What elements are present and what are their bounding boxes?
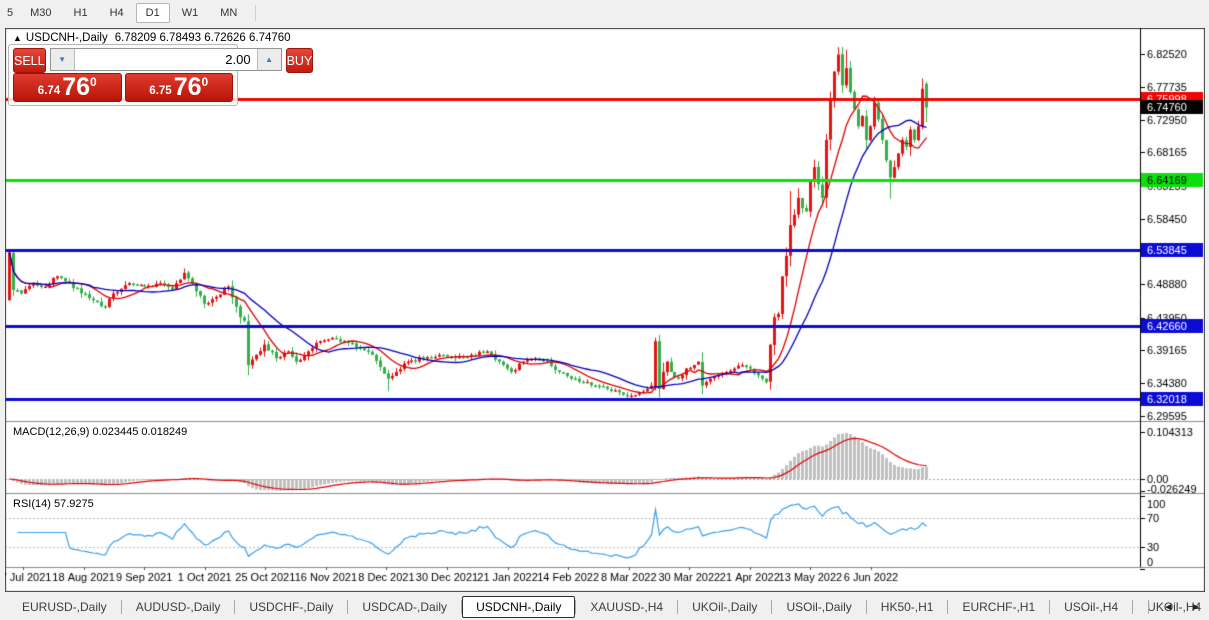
- tab-divider: [461, 600, 463, 614]
- instrument-tab-audusd-daily[interactable]: AUDUSD-,Daily: [135, 600, 221, 614]
- timeframe-button-d1[interactable]: D1: [135, 3, 170, 23]
- macd-indicator-label: MACD(12,26,9) 0.023445 0.018249: [13, 426, 188, 438]
- tab-divider: [865, 600, 867, 614]
- chart-canvas[interactable]: [5, 28, 1205, 592]
- tab-divider: [347, 600, 349, 614]
- timeframe-button-5[interactable]: 5: [7, 7, 14, 19]
- instrument-tab-ukoil-h4[interactable]: UKOil-,H4: [1147, 600, 1202, 614]
- chart-window: ▲ USDCNH-,Daily 6.78209 6.78493 6.72626 6.…: [5, 28, 1205, 592]
- tab-divider: [947, 600, 949, 614]
- sell-button[interactable]: SELL: [13, 48, 46, 73]
- tab-divider: [771, 600, 773, 614]
- instrument-tab-usdcnh-daily[interactable]: USDCNH-,Daily: [462, 596, 576, 618]
- instrument-tabbar: EURUSD-,Daily AUDUSD-,Daily USDCHF-,Daily U…: [0, 594, 1209, 620]
- sell-price-point: 0: [90, 75, 97, 89]
- instrument-tab-usoil-daily[interactable]: USOil-,Daily: [786, 600, 852, 614]
- timeframe-toolbar: 5 M30 H1 H4 D1 W1 MN: [0, 0, 1209, 26]
- tabs-scroll-left-button[interactable]: ◄: [1163, 601, 1174, 613]
- buy-button[interactable]: BUY: [285, 48, 314, 73]
- one-click-trade-widget: SELL ▼ ▲ BUY 6.74 76 0 6.75 76 0: [8, 44, 314, 106]
- instrument-tab-usoil-h4[interactable]: USOil-,H4: [1064, 600, 1119, 614]
- timeframe-button-mn[interactable]: MN: [220, 7, 238, 19]
- volume-decrease-button[interactable]: ▼: [50, 49, 75, 70]
- instrument-tab-usdcad-daily[interactable]: USDCAD-,Daily: [362, 600, 448, 614]
- instrument-tab-usdchf-daily[interactable]: USDCHF-,Daily: [249, 600, 334, 614]
- sell-price-prefix: 6.74: [37, 85, 61, 97]
- instrument-tab-xauusd-h4[interactable]: XAUUSD-,H4: [590, 600, 664, 614]
- sell-price-box[interactable]: 6.74 76 0: [13, 73, 122, 102]
- timeframe-button-h1[interactable]: H1: [73, 7, 88, 19]
- instrument-tab-eurchf-h1[interactable]: EURCHF-,H1: [962, 600, 1036, 614]
- instrument-tab-hk50-h1[interactable]: HK50-,H1: [880, 600, 934, 614]
- tab-divider: [575, 600, 577, 614]
- rsi-indicator-label: RSI(14) 57.9275: [13, 498, 94, 510]
- tab-divider: [1049, 600, 1051, 614]
- instrument-tab-eurusd-daily[interactable]: EURUSD-,Daily: [22, 600, 107, 614]
- sell-price-pips: 76: [62, 73, 90, 101]
- tab-divider: [120, 600, 122, 614]
- tab-divider: [1132, 600, 1134, 614]
- tab-divider: [234, 600, 236, 614]
- timeframe-button-h4[interactable]: H4: [109, 7, 124, 19]
- buy-price-pips: 76: [173, 73, 202, 101]
- volume-input[interactable]: [74, 49, 257, 70]
- buy-price-point: 0: [201, 75, 209, 89]
- buy-price-prefix: 6.75: [149, 85, 172, 97]
- instrument-tab-ukoil-daily[interactable]: UKOil-,Daily: [692, 600, 758, 614]
- timeframe-button-m30[interactable]: M30: [30, 7, 52, 19]
- object-marker-icon: ▲: [13, 33, 22, 43]
- tab-scroll-arrows: ◄ ►: [1140, 594, 1205, 620]
- volume-increase-button[interactable]: ▲: [256, 49, 281, 70]
- toolbar-divider: [255, 5, 257, 21]
- chart-ohlc-values: 6.78209 6.78493 6.72626 6.74760: [114, 32, 291, 44]
- chart-title: ▲ USDCNH-,Daily 6.78209 6.78493 6.72626 6.…: [13, 32, 291, 44]
- buy-price-box[interactable]: 6.75 76 0: [124, 73, 233, 102]
- chart-symbol-label: USDCNH-,Daily: [25, 32, 108, 44]
- tab-divider: [677, 600, 679, 614]
- tabs-scroll-right-button[interactable]: ►: [1191, 601, 1201, 613]
- volume-stepper: ▼ ▲: [49, 48, 282, 71]
- timeframe-button-w1[interactable]: W1: [181, 7, 199, 19]
